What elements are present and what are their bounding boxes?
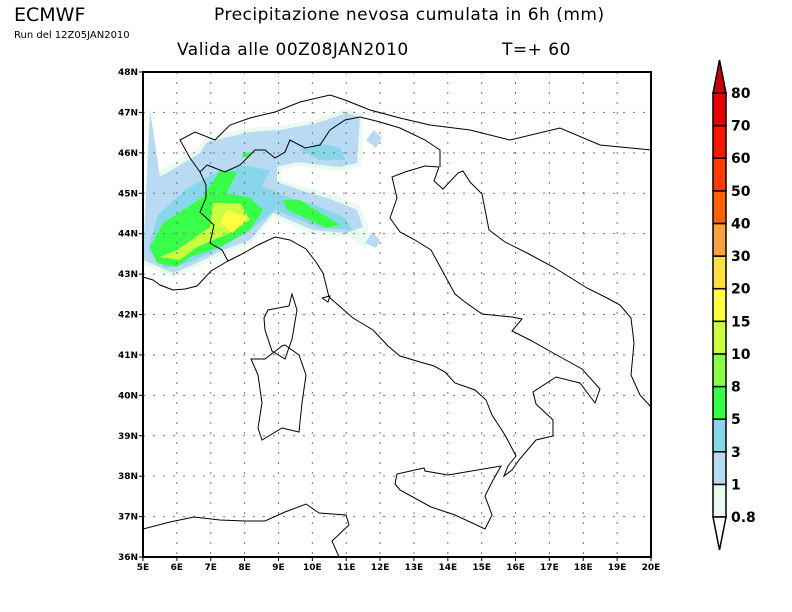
lat-tick-label: 40N (118, 391, 138, 401)
lon-tick-label: 17E (540, 563, 559, 573)
graticule (143, 72, 651, 557)
legend-swatch (712, 92, 727, 127)
lon-tick-label: 8E (238, 563, 250, 573)
sardinia (250, 344, 307, 441)
legend-under-arrow (712, 516, 727, 551)
map-title: Precipitazione nevosa cumulata in 6h (mm… (214, 5, 605, 25)
lat-tick-label: 48N (118, 68, 138, 78)
legend-swatch (712, 418, 727, 453)
brand-label: ECMWF (14, 4, 86, 26)
sicily (394, 465, 502, 530)
legend-swatch (712, 353, 727, 388)
legend-level-label: 70 (731, 119, 751, 135)
legend-swatch (712, 124, 727, 159)
north-africa-coast (143, 503, 350, 557)
lon-tick-label: 15E (472, 563, 491, 573)
snow-area-1c (366, 130, 382, 148)
france-italy-border (199, 164, 229, 262)
balkan-coast (433, 166, 651, 408)
lon-tick-label: 20E (642, 563, 661, 573)
lon-tick-label: 12E (371, 563, 390, 573)
legend-level-label: 0.8 (731, 510, 756, 526)
legend-swatch (712, 222, 727, 257)
legend-level-label: 30 (731, 249, 751, 265)
italy-coast (227, 165, 601, 478)
lon-tick-label: 5E (137, 563, 149, 573)
lon-tick-label: 10E (303, 563, 322, 573)
legend-swatch (712, 190, 727, 225)
lat-tick-label: 43N (118, 270, 138, 280)
snow-area-1b (365, 232, 380, 248)
legend-swatch (712, 385, 727, 420)
forecast-step-label: T=+ 60 (502, 40, 571, 60)
lon-tick-label: 14E (438, 563, 457, 573)
color-legend: 0.8 1 3 5 8 10 15 20 30 40 50 60 70 80 (712, 59, 756, 551)
legend-swatch (712, 451, 727, 486)
lat-tick-label: 42N (118, 311, 138, 321)
lat-tick-label: 44N (118, 230, 138, 240)
lon-tick-label: 16E (506, 563, 525, 573)
coastlines-borders (143, 94, 651, 557)
lat-tick-label: 38N (118, 472, 138, 482)
legend-swatch (712, 255, 727, 290)
lat-tick-label: 36N (118, 553, 138, 563)
valid-time-label: Valida alle 00Z08JAN2010 (177, 40, 409, 60)
legend-level-label: 60 (731, 151, 751, 167)
france-coast (143, 260, 229, 291)
legend-level-label: 40 (731, 216, 751, 232)
legend-level-label: 20 (731, 282, 751, 298)
corsica (263, 292, 298, 360)
elba (321, 295, 331, 303)
legend-level-label: 80 (731, 86, 751, 102)
legend-swatch (712, 287, 727, 323)
legend-over-arrow (712, 59, 727, 94)
lon-tick-label: 6E (171, 563, 183, 573)
lon-tick-label: 9E (272, 563, 284, 573)
lat-tick-label: 47N (118, 108, 138, 118)
legend-level-label: 3 (731, 445, 741, 461)
run-label: Run del 12Z05JAN2010 (14, 30, 130, 41)
snow-area-5b (283, 200, 340, 228)
lat-tick-label: 46N (118, 149, 138, 159)
legend-level-label: 1 (731, 477, 741, 493)
map-axes: 5E 6E 7E 8E 9E 10E 11E 12E 13E 14E 15E 16E 17E 18E 19E… (118, 68, 660, 573)
lat-tick-label: 37N (118, 513, 138, 523)
lon-tick-label: 11E (337, 563, 356, 573)
legend-level-label: 8 (731, 380, 741, 396)
lon-tick-label: 18E (574, 563, 593, 573)
snow-area-15 (220, 210, 247, 233)
legend-swatch (712, 320, 727, 355)
legend-level-label: 50 (731, 184, 751, 200)
legend-level-label: 5 (731, 412, 741, 428)
legend-level-label: 15 (731, 314, 750, 330)
legend-swatch (712, 483, 727, 518)
lon-tick-label: 19E (608, 563, 627, 573)
lat-tick-label: 41N (118, 351, 138, 361)
lon-tick-label: 13E (405, 563, 424, 573)
north-border (179, 94, 651, 173)
lat-tick-label: 39N (118, 432, 138, 442)
swiss-border (206, 116, 441, 173)
lat-tick-label: 45N (118, 189, 138, 199)
legend-swatch (712, 157, 727, 192)
lon-tick-label: 7E (205, 563, 217, 573)
legend-level-label: 10 (731, 347, 751, 363)
